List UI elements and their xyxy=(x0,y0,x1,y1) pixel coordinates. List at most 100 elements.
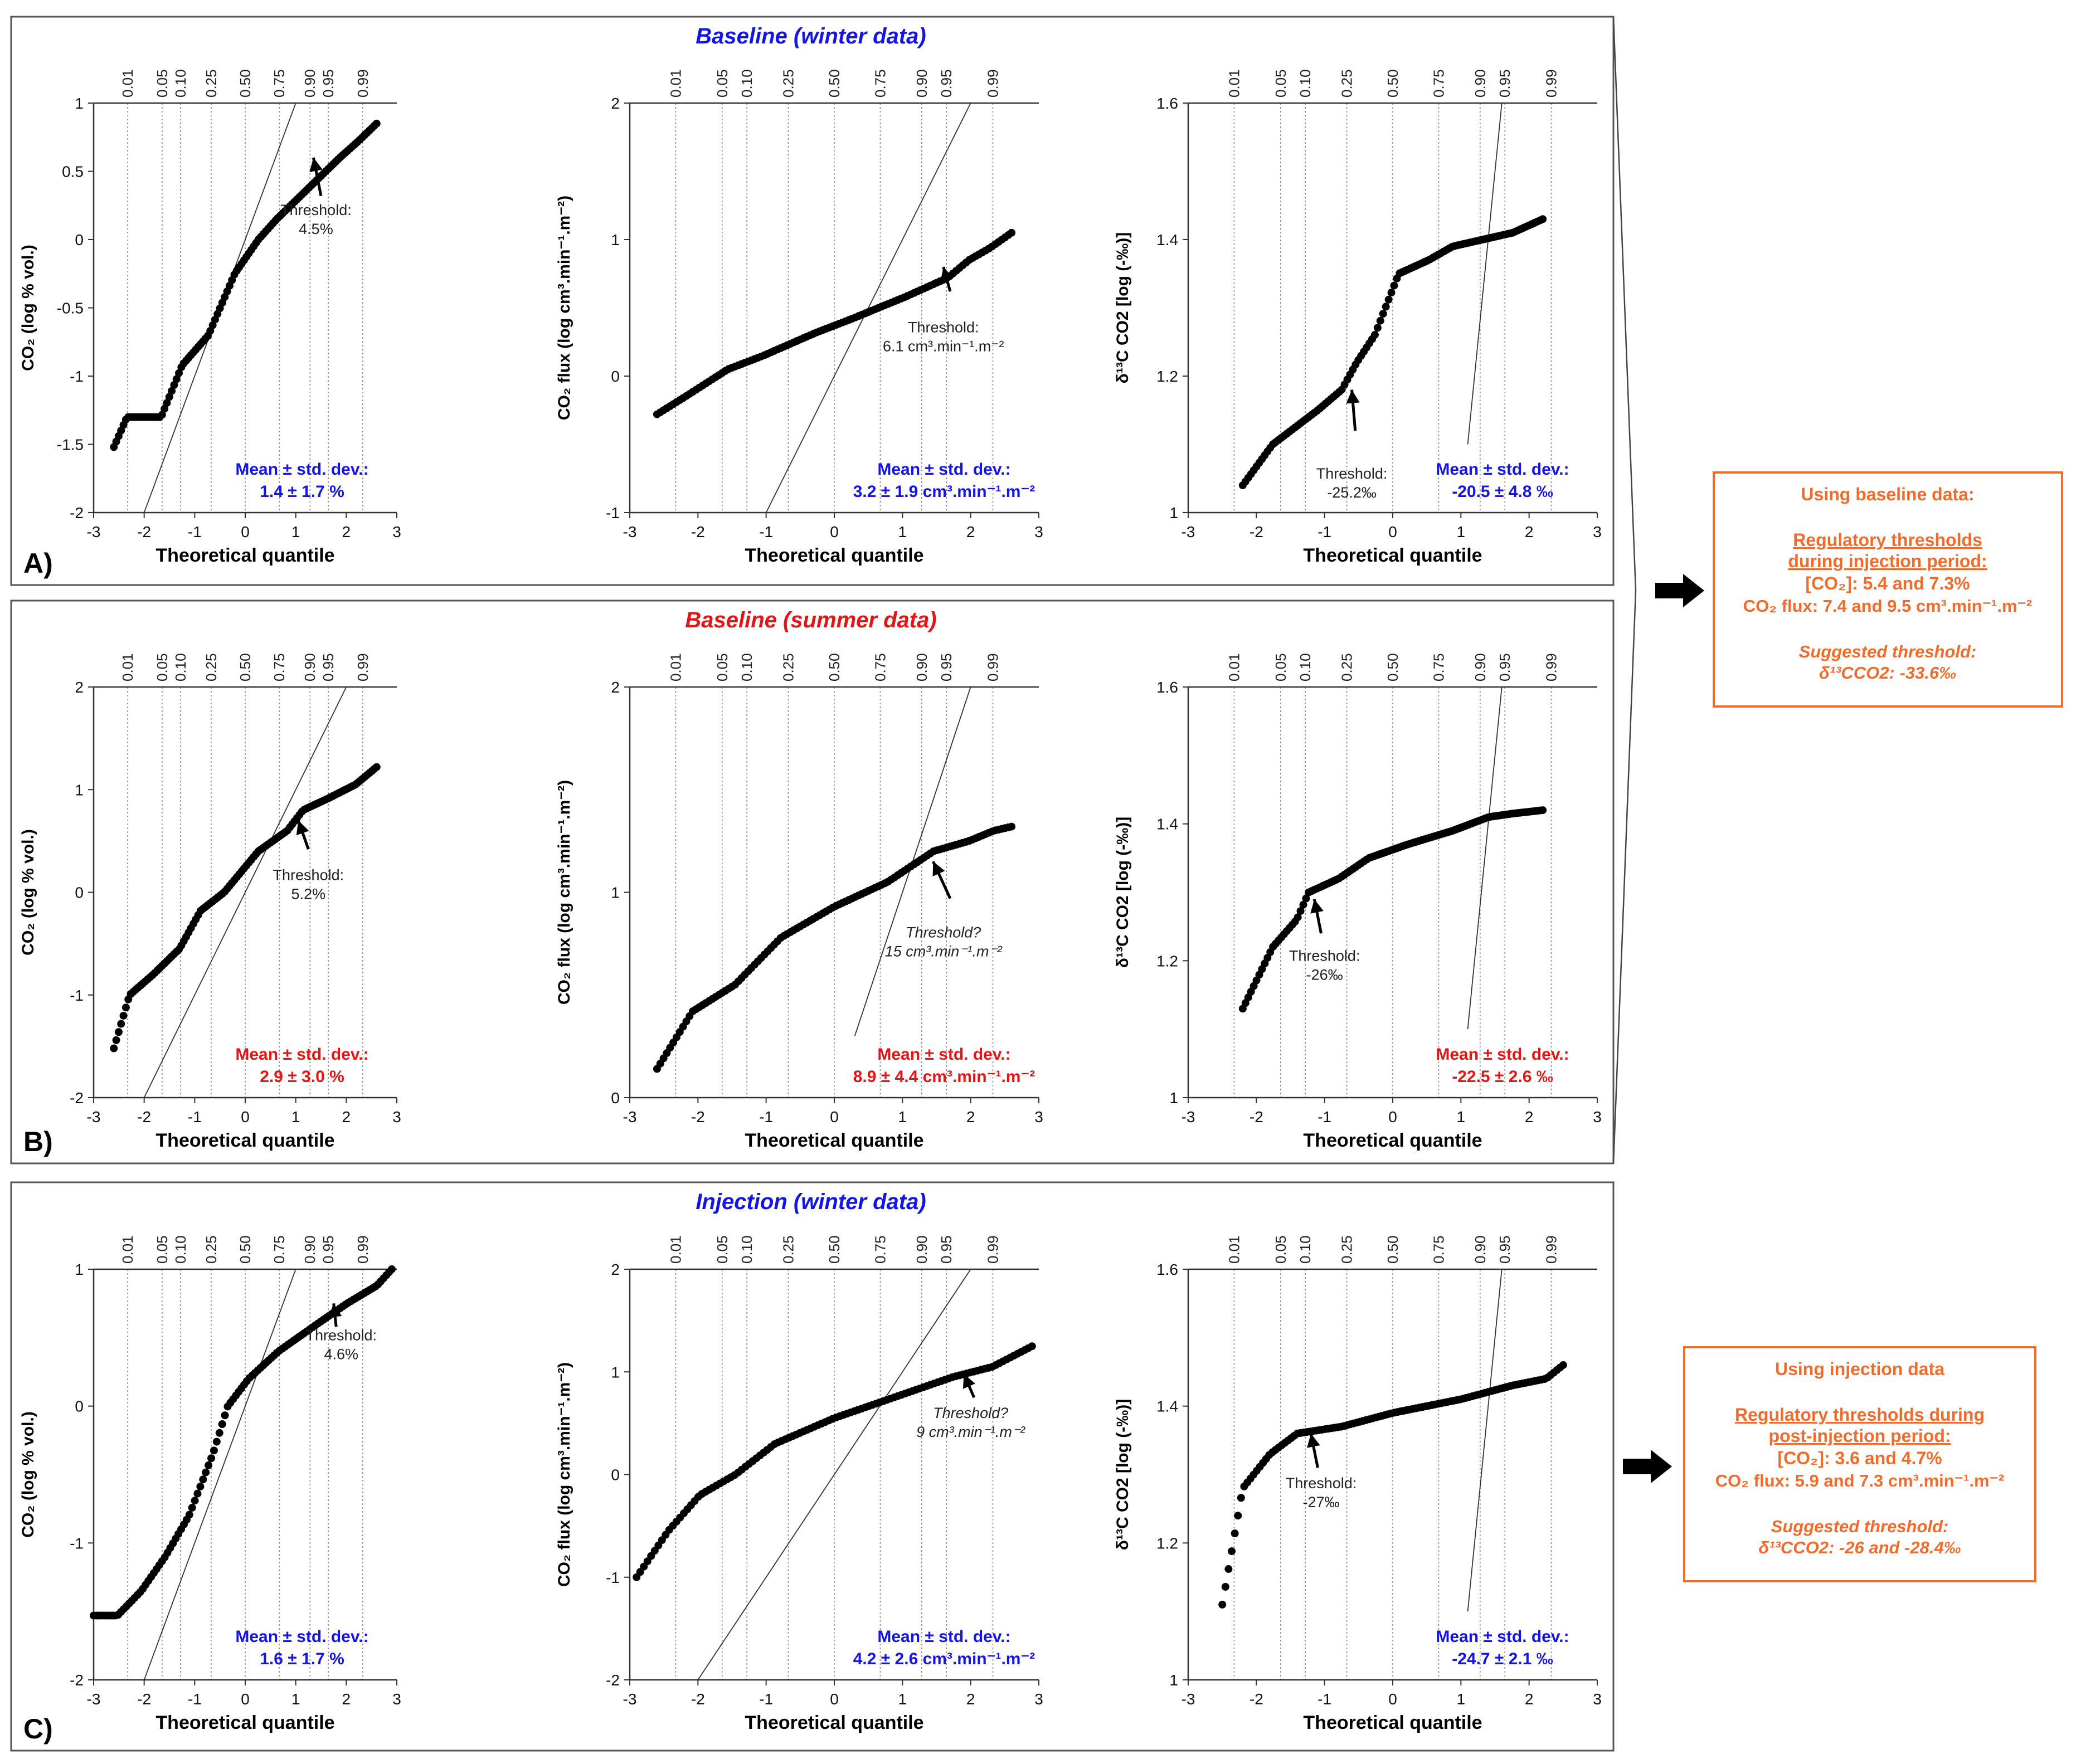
prob-tick-label: 0.75 xyxy=(1430,69,1447,98)
mean-label: Mean ± std. dev.: xyxy=(1436,460,1569,479)
y-tick-label: 0 xyxy=(611,1466,620,1484)
prob-tick-label: 0.95 xyxy=(320,653,337,681)
x-tick-label: 0 xyxy=(830,1108,839,1125)
qq-point xyxy=(1387,289,1396,297)
normal-reference-line xyxy=(1467,687,1503,1030)
side-box-reg-title: Regulatory thresholds xyxy=(1793,530,1982,550)
prob-tick-label: 0.25 xyxy=(780,653,797,681)
side-box-suggested-label: Suggested threshold: xyxy=(1799,642,1977,661)
qq-point xyxy=(185,1510,193,1519)
qq-point xyxy=(119,1011,128,1020)
x-tick-label: 0 xyxy=(1388,1108,1397,1125)
prob-tick-label: 0.90 xyxy=(1472,653,1489,681)
mean-value: 4.2 ± 2.6 cm³.min⁻¹.m⁻² xyxy=(853,1650,1035,1668)
y-tick-label: 1.6 xyxy=(1156,95,1178,112)
prob-tick-label: 0.10 xyxy=(1297,1235,1314,1264)
qq-point xyxy=(1224,1565,1233,1573)
prob-tick-label: 0.99 xyxy=(1543,653,1560,681)
x-tick-label: 1 xyxy=(291,523,300,540)
x-tick-label: 2 xyxy=(966,523,975,540)
mean-value: -24.7 ± 2.1 ‰ xyxy=(1452,1650,1553,1668)
normal-reference-line xyxy=(143,687,347,1098)
x-tick-label: 3 xyxy=(392,1690,401,1708)
qq-point xyxy=(168,387,176,395)
prob-tick-label: 0.01 xyxy=(1226,69,1242,98)
qq-point xyxy=(110,1044,118,1052)
x-tick-label: -1 xyxy=(188,523,202,540)
data-points xyxy=(1238,215,1547,489)
y-axis-label: CO₂ flux (log cm³.min⁻¹.m⁻²) xyxy=(555,1362,573,1587)
prob-tick-label: 0.01 xyxy=(667,653,684,681)
x-tick-label: 1 xyxy=(898,1690,907,1708)
qq-point xyxy=(210,1446,218,1455)
qq-point xyxy=(207,1454,216,1463)
y-tick-label: 1 xyxy=(611,884,620,902)
qq-point xyxy=(1237,1494,1245,1502)
x-axis-label: Theoretical quantile xyxy=(1303,1712,1482,1733)
mean-value: 1.6 ± 1.7 % xyxy=(260,1650,344,1668)
side-box-baseline: Using baseline data: Regulatory threshold… xyxy=(1713,471,2063,708)
threshold-label: Threshold: xyxy=(1286,1475,1357,1492)
threshold-label: 4.6% xyxy=(324,1346,358,1363)
qq-point xyxy=(1228,1547,1236,1556)
data-points xyxy=(110,119,381,451)
y-tick-label: 1 xyxy=(611,1363,620,1381)
x-tick-label: -3 xyxy=(87,1690,101,1708)
threshold-arrowhead xyxy=(940,267,954,282)
threshold-label: 15 cm³.min⁻¹.m⁻² xyxy=(885,943,1003,960)
threshold-label: -27‰ xyxy=(1303,1494,1340,1510)
prob-tick-label: 0.05 xyxy=(154,1235,171,1264)
side-box-frame xyxy=(1713,471,2063,708)
side-box-co2-threshold: [CO₂]: 5.4 and 7.3% xyxy=(1805,573,1970,593)
prob-tick-label: 0.05 xyxy=(1272,69,1289,98)
threshold-arrowhead xyxy=(1310,899,1324,914)
prob-tick-label: 0.90 xyxy=(913,1235,930,1264)
side-box-flux-threshold: CO₂ flux: 7.4 and 9.5 cm³.min⁻¹.m⁻² xyxy=(1743,596,2032,616)
prob-tick-label: 0.25 xyxy=(203,69,220,98)
prob-tick-label: 0.50 xyxy=(237,69,254,98)
row-frame xyxy=(10,1181,1615,1752)
x-tick-label: -1 xyxy=(188,1690,202,1708)
threshold-label: Threshold: xyxy=(280,202,352,218)
y-tick-label: 2 xyxy=(611,1261,620,1278)
qq-point xyxy=(188,1504,196,1512)
row-title: Baseline (winter data) xyxy=(696,24,926,48)
prob-tick-label: 0.25 xyxy=(1339,69,1355,98)
qq-point xyxy=(112,1036,120,1044)
qq-point xyxy=(165,393,173,401)
y-tick-label: 1 xyxy=(611,231,620,248)
x-tick-label: -2 xyxy=(691,1690,705,1708)
prob-tick-label: 0.95 xyxy=(320,1235,337,1264)
prob-tick-label: 0.75 xyxy=(872,1235,888,1264)
arrow-to-baseline-box xyxy=(1655,574,1704,607)
prob-tick-label: 0.10 xyxy=(172,653,189,681)
prob-tick-label: 0.95 xyxy=(938,653,955,681)
prob-tick-label: 0.99 xyxy=(985,1235,1001,1264)
prob-tick-label: 0.95 xyxy=(938,69,955,98)
x-tick-label: -3 xyxy=(1182,523,1195,540)
y-axis-label: CO₂ (log % vol.) xyxy=(19,1411,37,1538)
threshold-label: -26‰ xyxy=(1306,966,1343,983)
qq-point xyxy=(117,1020,125,1028)
y-axis-label: δ¹³C CO2 [log (-‰)] xyxy=(1114,1399,1132,1550)
x-tick-label: 2 xyxy=(1525,1690,1534,1708)
side-box-frame xyxy=(1683,1346,2036,1582)
x-tick-label: -1 xyxy=(759,1108,773,1125)
threshold-label: 6.1 cm³.min⁻¹.m⁻² xyxy=(883,338,1004,355)
side-box-flux-threshold: CO₂ flux: 5.9 and 7.3 cm³.min⁻¹.m⁻² xyxy=(1715,1471,2004,1490)
y-tick-label: -1 xyxy=(606,1569,620,1586)
threshold-label: 5.2% xyxy=(291,885,326,902)
threshold-label: Threshold: xyxy=(1316,465,1388,482)
qq-point xyxy=(221,1411,229,1420)
normal-reference-line xyxy=(697,1269,971,1680)
qq-point xyxy=(1382,303,1390,311)
y-tick-label: -1 xyxy=(70,1534,84,1552)
y-tick-label: 1 xyxy=(75,781,84,798)
qq-point xyxy=(1539,806,1547,815)
mean-value: 2.9 ± 3.0 % xyxy=(260,1068,344,1086)
mean-label: Mean ± std. dev.: xyxy=(1436,1627,1569,1646)
y-tick-label: 1.6 xyxy=(1156,1261,1178,1278)
mean-label: Mean ± std. dev.: xyxy=(877,460,1010,479)
y-tick-label: 1.6 xyxy=(1156,679,1178,696)
